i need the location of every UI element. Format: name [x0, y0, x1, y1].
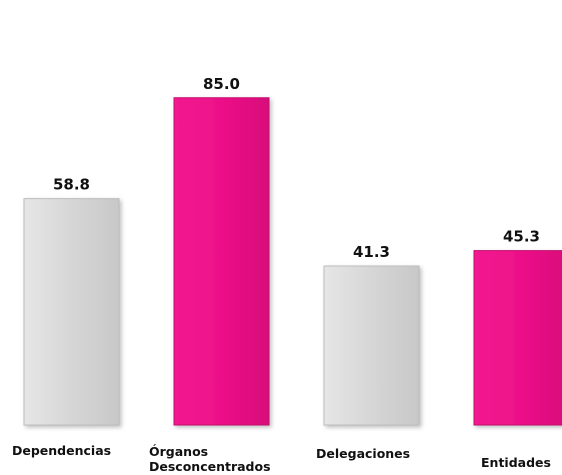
bar-1 [173, 97, 270, 426]
value-label-3: 45.3 [503, 228, 540, 246]
category-label-3: Entidades [481, 455, 551, 470]
value-label-2: 41.3 [353, 243, 390, 261]
bar-3 [473, 250, 562, 426]
value-label-1: 85.0 [203, 75, 240, 93]
category-label-2: Delegaciones [316, 446, 410, 461]
category-label-1: Órganos Desconcentrados [149, 444, 271, 474]
value-label-0: 58.8 [53, 176, 90, 194]
category-label-0: Dependencias [12, 443, 111, 458]
bar-2 [323, 265, 420, 426]
bar-0 [23, 198, 120, 426]
